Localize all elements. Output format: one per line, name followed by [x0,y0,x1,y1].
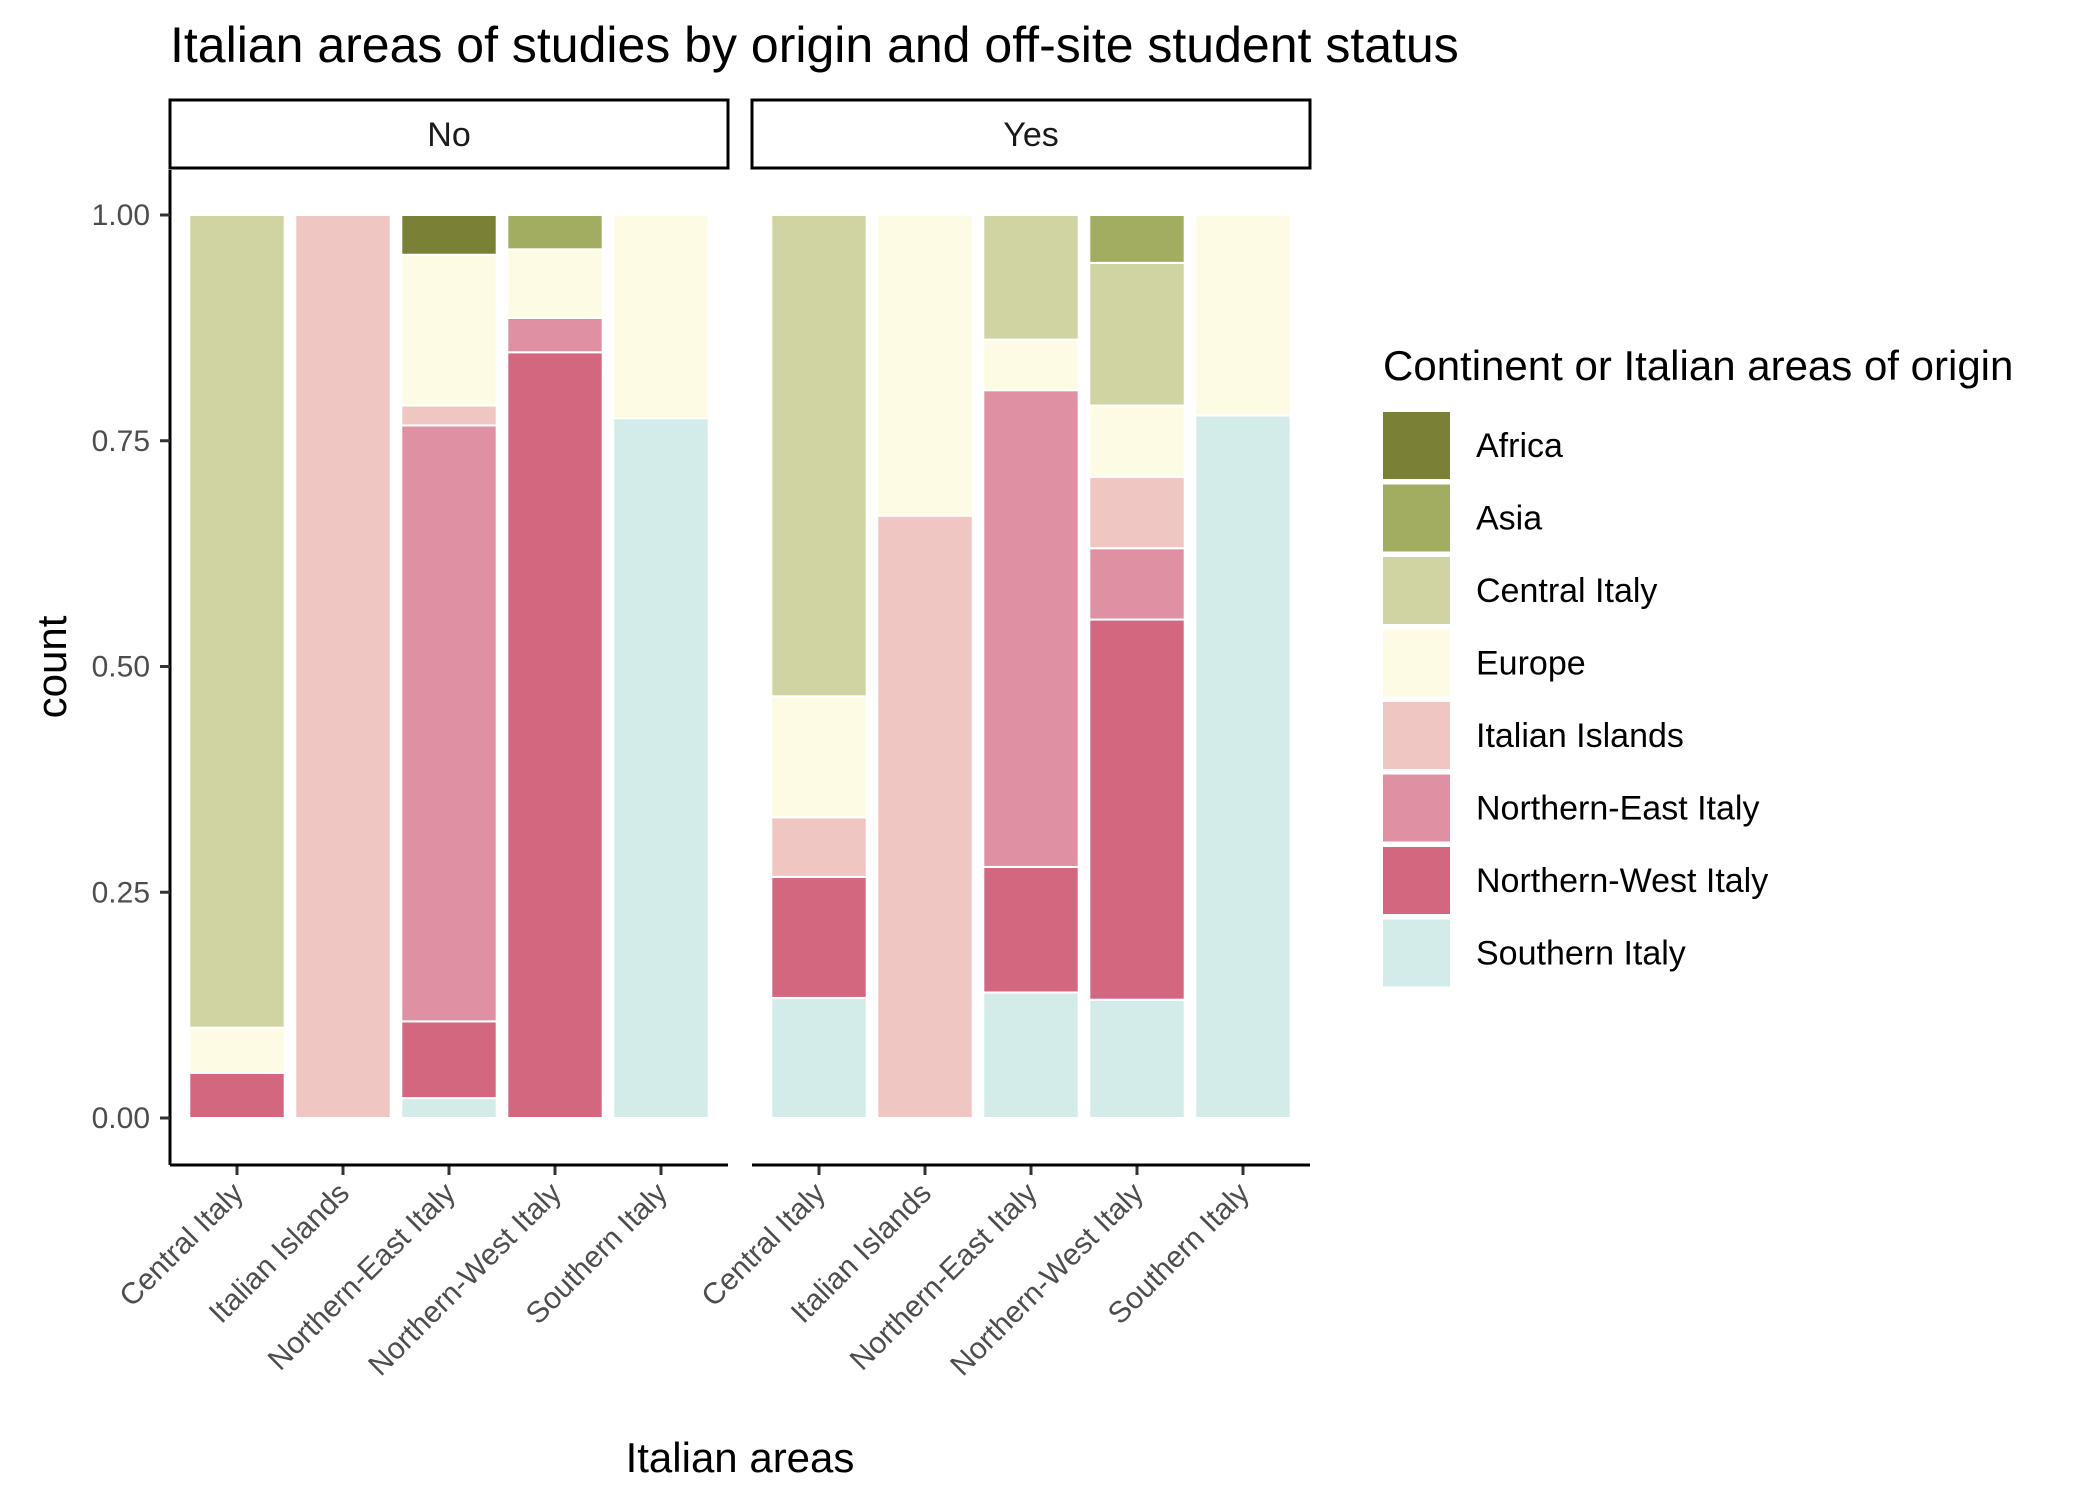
legend-label: Italian Islands [1476,717,1684,755]
bar-segment-italian-islands [400,404,498,427]
bar-segment-europe [1088,404,1186,478]
bar-segment-northern-west-italy [188,1071,286,1119]
bar-segment-central-italy [1088,261,1186,407]
legend-label: Europe [1476,645,1586,683]
bar-segment-northern-west-italy [1088,618,1186,1001]
legend-item-northern-east-italy: Northern-East Italy [1383,774,1759,842]
bar-northern-west-italy [506,214,604,1120]
bar-segment-central-italy [770,214,868,698]
bar-northern-east-italy [982,214,1080,1119]
bar-northern-west-italy [1088,214,1186,1119]
chart-title: Italian areas of studies by origin and o… [170,17,1459,73]
bar-segment-northern-east-italy [506,316,604,354]
facet-strip [168,98,730,170]
bar-segment-southern-italy [612,417,710,1119]
bar-segment-northern-west-italy [400,1020,498,1100]
bar-segment-africa [400,214,498,256]
y-axis: 0.00 0.25 0.50 0.75 1.00 [92,199,170,1135]
legend-swatch [1383,702,1450,769]
bar-segment-italian-islands [294,214,392,1119]
facet-strip-label: Yes [1003,116,1058,154]
facet-strip-label: No [427,116,470,154]
y-tick-label: 0.75 [92,425,150,458]
bar-segment-italian-islands [876,514,974,1119]
bar-segment-northern-west-italy [506,351,604,1120]
bar-segment-southern-italy [982,991,1080,1119]
legend-label: Southern Italy [1476,935,1686,973]
bar-segment-northern-east-italy [1088,547,1186,621]
bar-segment-northern-west-italy [982,865,1080,994]
bar-italian-islands [294,214,392,1119]
y-axis-title: count [28,615,75,718]
legend-swatch [1383,484,1450,552]
legend-swatch [1383,629,1450,697]
legend: Continent or Italian areas of origin Afri… [1383,342,2013,987]
bar-segment-northern-east-italy [982,389,1080,868]
bar-segment-europe [612,214,710,420]
bar-segment-northern-east-italy [400,424,498,1023]
y-tick-label: 1.00 [92,199,150,232]
bar-segment-southern-italy [770,996,868,1119]
bar-italian-islands [876,214,974,1119]
bar-central-italy [188,214,286,1119]
bar-segment-europe [876,214,974,517]
legend-label: Asia [1476,500,1542,538]
bar-segment-northern-west-italy [770,875,868,999]
legend-item-southern-italy: Southern Italy [1383,919,1686,987]
bar-segment-central-italy [982,214,1080,341]
bar-segment-europe [982,338,1080,392]
bar-segment-asia [1088,214,1186,264]
bar-segment-europe [506,248,604,319]
legend-swatch [1383,557,1450,624]
legend-item-central-italy: Central Italy [1383,557,1657,624]
facet-strip [750,98,1312,170]
legend-swatch [1383,919,1450,987]
x-axis-title: Italian areas [626,1434,855,1481]
bar-segment-europe [770,695,868,819]
legend-title: Continent or Italian areas of origin [1383,342,2013,389]
bar-southern-italy [1194,214,1292,1119]
legend-item-northern-west-italy: Northern-West Italy [1383,847,1768,914]
bar-segment-europe [400,253,498,407]
bar-northern-east-italy [400,214,498,1120]
y-tick-label: 0.50 [92,651,150,684]
legend-item-italian-islands: Italian Islands [1383,702,1684,769]
legend-swatch [1383,847,1450,914]
legend-label: Northern-East Italy [1476,790,1759,828]
bar-segment-asia [506,214,604,251]
bar-segment-southern-italy [1194,414,1292,1119]
bar-segment-southern-italy [400,1097,498,1120]
legend-swatch [1383,412,1450,479]
legend-label: Northern-West Italy [1476,862,1768,900]
legend-label: Africa [1476,427,1563,465]
y-tick-label: 0.25 [92,876,150,909]
bar-segment-central-italy [188,214,286,1029]
bar-segment-italian-islands [770,816,868,878]
legend-swatch [1383,774,1450,842]
legend-label: Central Italy [1476,572,1657,610]
bar-central-italy [770,214,868,1119]
y-tick-label: 0.00 [92,1102,150,1135]
bar-segment-europe [1194,214,1292,417]
legend-item-asia: Asia [1383,484,1542,552]
legend-item-africa: Africa [1383,412,1563,479]
legend-item-europe: Europe [1383,629,1586,697]
bar-segment-southern-italy [1088,998,1186,1119]
bar-segment-italian-islands [1088,475,1186,550]
bar-segment-europe [188,1026,286,1074]
bar-southern-italy [612,214,710,1119]
